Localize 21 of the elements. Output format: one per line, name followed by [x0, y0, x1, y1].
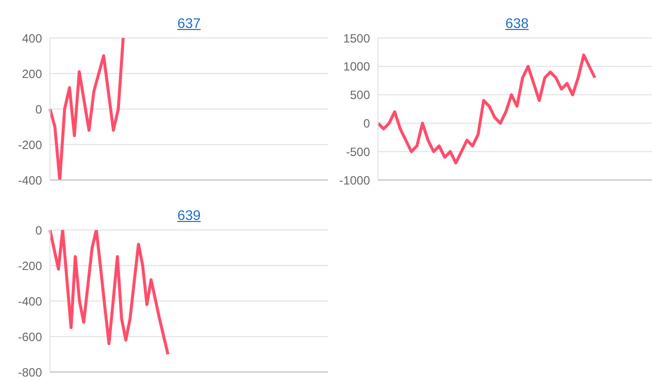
y-tick-label: 200 [22, 66, 42, 81]
chart-title: 637 [177, 15, 201, 31]
y-tick-label: -200 [18, 258, 42, 273]
y-tick-label: 0 [35, 102, 42, 116]
y-tick-label: -800 [18, 365, 42, 380]
y-tick-label: -1000 [339, 173, 370, 188]
y-tick-label: -200 [18, 138, 42, 152]
y-tick-label: 400 [22, 31, 42, 46]
y-tick-label: 0 [363, 116, 370, 130]
line-series [376, 54, 596, 164]
chart-title: 638 [505, 15, 529, 31]
y-tick-label: -600 [18, 330, 42, 344]
y-tick-label: -400 [18, 294, 42, 308]
y-tick-label: 0 [35, 223, 42, 238]
y-tick-label: 500 [350, 88, 370, 102]
y-tick-label: 1500 [343, 31, 370, 46]
chart-title: 639 [177, 207, 201, 223]
y-tick-label: -500 [346, 144, 370, 159]
y-tick-label: -400 [18, 173, 42, 188]
line-series [48, 230, 170, 356]
y-tick-label: 1000 [343, 60, 370, 74]
